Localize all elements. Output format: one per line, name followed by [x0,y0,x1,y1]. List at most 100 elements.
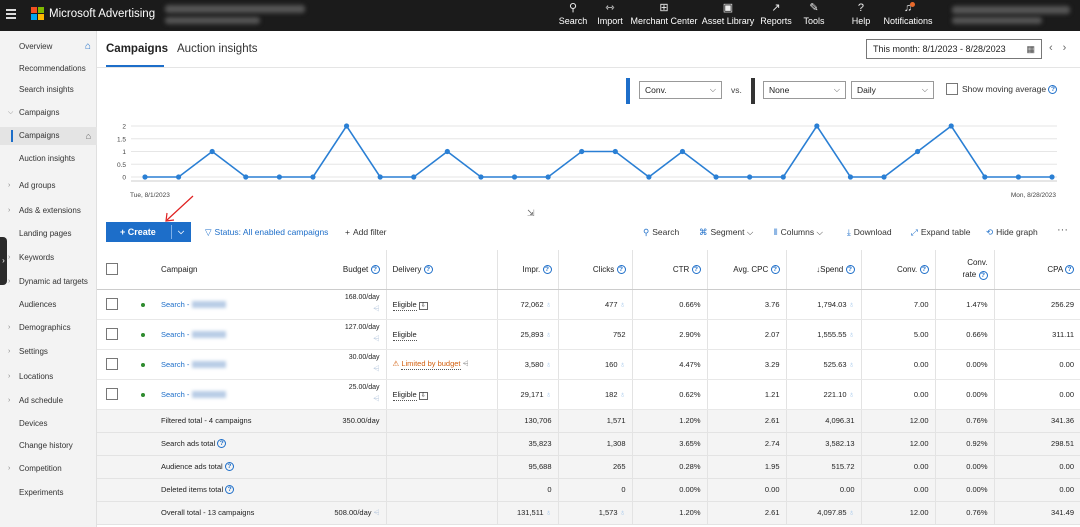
help-icon[interactable]: ? [370,264,380,274]
delivery-status[interactable]: Eligible [392,299,417,311]
budget-value[interactable]: 25.00/day [348,384,380,391]
sidebar-item-settings[interactable]: › Settings [0,343,97,361]
avg-cpc-header[interactable]: Avg. CPC ? [706,250,786,290]
help-icon[interactable]: ? [616,264,626,274]
help-icon[interactable]: ? [1065,264,1074,274]
help-icon[interactable]: ? [542,264,552,274]
chevron-right-icon[interactable]: › [8,207,11,214]
row-checkbox[interactable] [106,358,118,370]
row-checkbox[interactable] [106,328,118,340]
sidebar-item-audiences[interactable]: Audiences [0,296,97,314]
chevron-right-icon[interactable]: › [8,397,11,404]
sidebar-item-dynamic-ad-targets[interactable]: › Dynamic ad targets [0,273,97,291]
insight-icon[interactable]: ♁ [619,359,626,369]
conv-rate-header[interactable]: Conv. rate ? [934,250,994,290]
insight-icon[interactable]: ♁ [848,359,855,369]
insight-icon[interactable]: ♁ [545,299,552,309]
insight-icon[interactable]: ♁ [545,508,552,517]
help-icon[interactable]: ? [919,264,929,274]
campaign-name-redacted[interactable] [192,391,227,399]
insight-icon[interactable]: ♁ [848,508,855,517]
insight-icon[interactable]: ♁ [848,299,855,309]
insight-icon[interactable]: ♁ [619,389,626,399]
nav-tools[interactable]: ✎ Tools [798,2,830,29]
ctr-header[interactable]: CTR ? [631,250,707,290]
tab-campaigns[interactable]: Campaigns [106,43,168,55]
chevron-right-icon[interactable]: › [8,373,11,380]
campaign-link[interactable]: Search - [161,299,190,309]
help-icon[interactable]: ? [770,264,780,274]
campaign-name-redacted[interactable] [192,361,227,369]
help-icon[interactable]: ? [225,485,235,495]
campaign-link[interactable]: Search - [161,359,190,369]
moving-average-checkbox[interactable] [946,83,958,95]
budget-header[interactable]: Budget ? [280,250,386,290]
download-button[interactable]: ⤓ Download [847,227,892,238]
delivery-status[interactable]: Eligible [392,389,417,401]
budget-chart-icon[interactable]: ⩤ [373,304,380,313]
tab-auction-insights[interactable]: Auction insights [177,43,258,55]
insight-icon[interactable]: ♁ [545,359,552,369]
create-dropdown-icon[interactable]: ⌵ [178,227,185,236]
help-icon[interactable]: ? [224,462,234,472]
chevron-right-icon[interactable]: › [8,465,11,472]
select-all-checkbox[interactable] [106,263,118,276]
sidebar-item-ads-extensions[interactable]: › Ads & extensions [0,202,97,220]
search-button[interactable]: ⚲ Search [643,227,679,238]
row-checkbox[interactable] [106,298,118,310]
budget-value[interactable]: 168.00/day [344,294,380,301]
sidebar-item-demographics[interactable]: › Demographics [0,319,97,337]
budget-value[interactable]: 127.00/day [344,324,380,331]
columns-button[interactable]: ⫴ Columns ⌵ [774,227,823,237]
delivery-status[interactable]: Limited by budget [401,359,461,370]
sidebar-collapse-handle[interactable]: › [0,237,7,285]
chevron-down-icon[interactable]: ⌵ [8,109,14,116]
sidebar-item-competition[interactable]: › Competition [0,460,97,478]
add-filter-button[interactable]: + Add filter [345,227,387,237]
table-row[interactable]: Search -30.00/day ⩤ ⚠ Limited by budget ⩤ 3… [97,349,1080,380]
prev-period-icon[interactable]: ‹ [1049,42,1063,54]
sidebar-item-ad-groups[interactable]: › Ad groups [0,177,97,195]
nav-help[interactable]: ? Help [848,2,875,29]
sidebar-item-auction-insights[interactable]: Auction insights [0,150,97,168]
expand-table-button[interactable]: ⤢ Expand table [911,227,970,238]
metric2-select[interactable]: None ⌵ [763,81,846,99]
details-icon[interactable]: ⇩ [418,301,428,310]
nav-search[interactable]: ⚲ Search [554,2,591,29]
sidebar-item-ad-schedule[interactable]: › Ad schedule [0,392,97,410]
sidebar-item-campaigns[interactable]: ⌵ Campaigns [0,104,97,122]
help-icon[interactable]: ? [1048,85,1058,95]
chevron-right-icon[interactable]: › [8,324,11,331]
sidebar-item-change-history[interactable]: Change history [0,437,97,455]
delivery-header[interactable]: Delivery ? [385,250,497,290]
insight-icon[interactable]: ♁ [848,329,855,339]
chevron-right-icon[interactable]: › [8,254,11,261]
sidebar-item-experiments[interactable]: Experiments [0,484,97,502]
insight-icon[interactable]: ♁ [619,299,626,309]
table-row[interactable]: Search -127.00/day ⩤ Eligible 25,893 ♁ 752 2.9… [97,319,1080,350]
chevron-right-icon[interactable]: › [8,348,11,355]
nav-asset-library[interactable]: ▣ Asset Library [691,2,765,29]
status-filter[interactable]: ▽ Status: All enabled campaigns [205,227,328,238]
sidebar-item-overview[interactable]: Overview ⌂ [0,38,97,56]
sidebar-item-keywords[interactable]: › Keywords [0,249,97,267]
sidebar-item-campaigns[interactable]: Campaigns ⌂ [0,127,97,145]
cpa-header[interactable]: CPA ? [993,250,1080,290]
metric1-select[interactable]: Conv. ⌵ [639,81,722,99]
create-button[interactable]: + Create ⌵ [106,222,191,242]
sidebar-item-landing-pages[interactable]: Landing pages [0,225,97,243]
account-name-redacted[interactable] [165,5,305,13]
insight-icon[interactable]: ♁ [545,389,552,399]
chevron-right-icon[interactable]: › [8,278,11,285]
next-period-icon[interactable]: › [1062,42,1077,54]
budget-chart-icon[interactable]: ⩤ [373,507,380,517]
campaign-header[interactable]: Campaign [155,250,280,290]
insight-icon[interactable]: ♁ [619,508,626,517]
nav-merchant-center[interactable]: ⊞ Merchant Center [622,2,706,29]
details-icon[interactable]: ⇩ [418,391,428,400]
campaign-name-redacted[interactable] [192,301,227,309]
row-checkbox[interactable] [106,388,118,400]
help-icon[interactable]: ? [978,270,988,280]
help-icon[interactable]: ? [423,264,433,274]
segment-button[interactable]: ⌘ Segment ⌵ [699,227,754,237]
